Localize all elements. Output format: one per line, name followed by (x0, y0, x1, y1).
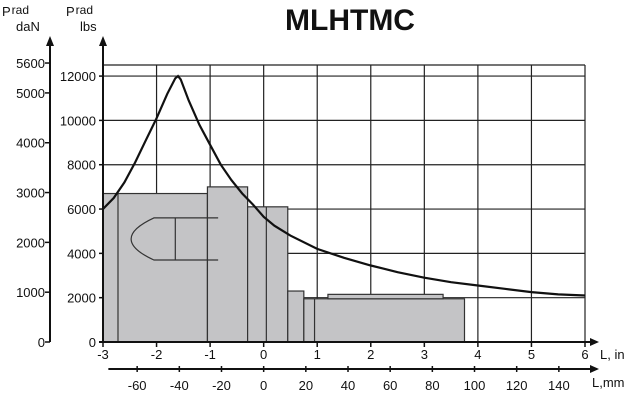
tick-label-daN: 5000 (16, 86, 45, 101)
y-label-daN-sub: rad (12, 3, 29, 17)
tick-label-daN: 5600 (16, 56, 45, 71)
tick-label-mm: -20 (212, 378, 231, 393)
tick-label-in: -3 (97, 347, 109, 362)
tick-label-mm: 60 (383, 378, 397, 393)
tick-label-daN: 4000 (16, 136, 45, 151)
tick-label-in: -1 (204, 347, 216, 362)
housing-flange (102, 192, 209, 343)
series-lines (102, 74, 586, 297)
y-unit-daN: daN (16, 19, 40, 34)
housing-collar (206, 186, 249, 343)
y-label-lbs-sub: rad (76, 3, 93, 17)
tick-label-in: 6 (581, 347, 588, 362)
tick-label-lbs: 2000 (67, 291, 96, 306)
tick-label-daN: 1000 (16, 285, 45, 300)
y-unit-lbs: lbs (80, 19, 97, 34)
tick-label-lbs: 12000 (60, 69, 96, 84)
y-label-daN-main: P (2, 4, 11, 19)
tick-label-mm: 100 (464, 378, 486, 393)
tick-label-mm: -40 (170, 378, 189, 393)
y-axis-lbs-arrow (99, 36, 107, 46)
tick-label-mm: 140 (548, 378, 570, 393)
tick-label-lbs: 10000 (60, 113, 96, 128)
tick-label-mm: 40 (341, 378, 355, 393)
tick-label-mm: 20 (299, 378, 313, 393)
housing-body (247, 206, 289, 343)
x-label-in: L, in (600, 347, 625, 362)
tick-labels: -3 -2 -1 0 1 2 3 4 5 6 -60 -40 -20 0 20 40 60 80 100 120 140… (16, 56, 589, 393)
x-axis-mm-arrow (590, 365, 599, 373)
tick-label-in: -2 (151, 347, 163, 362)
tick-label-mm: 0 (260, 378, 267, 393)
shaft-step (287, 290, 305, 343)
tick-label-daN: 3000 (16, 186, 45, 201)
tick-label-lbs: 6000 (67, 202, 96, 217)
tick-label-in: 3 (421, 347, 428, 362)
tick-label-daN: 0 (38, 335, 45, 350)
chart-title: MLHTMC (285, 4, 415, 37)
y-axis-daN-arrow (46, 36, 54, 46)
y-label-lbs: Prad (66, 3, 93, 19)
cage-lip (327, 293, 444, 300)
tick-label-mm: -60 (128, 378, 147, 393)
plug-outline (130, 217, 219, 261)
tick-label-lbs: 4000 (67, 246, 96, 261)
tick-label-in: 0 (260, 347, 267, 362)
tick-label-mm: 120 (506, 378, 528, 393)
tick-label-in: 5 (528, 347, 535, 362)
y-label-lbs-main: P (66, 4, 75, 19)
y-label-daN: Prad (2, 3, 29, 19)
tick-label-in: 1 (314, 347, 321, 362)
tick-label-daN: 2000 (16, 235, 45, 250)
x-axis-arrow (590, 338, 599, 346)
bearing-cross-section (102, 186, 466, 343)
tick-label-mm: 80 (425, 378, 439, 393)
cage-base (303, 298, 466, 343)
x-label-mm: L,mm (592, 375, 625, 390)
tick-label-lbs: 0 (89, 335, 96, 350)
series-line-0 (102, 74, 586, 297)
tick-label-lbs: 8000 (67, 158, 96, 173)
tick-label-in: 2 (367, 347, 374, 362)
axes (46, 36, 599, 373)
tick-label-in: 4 (474, 347, 481, 362)
